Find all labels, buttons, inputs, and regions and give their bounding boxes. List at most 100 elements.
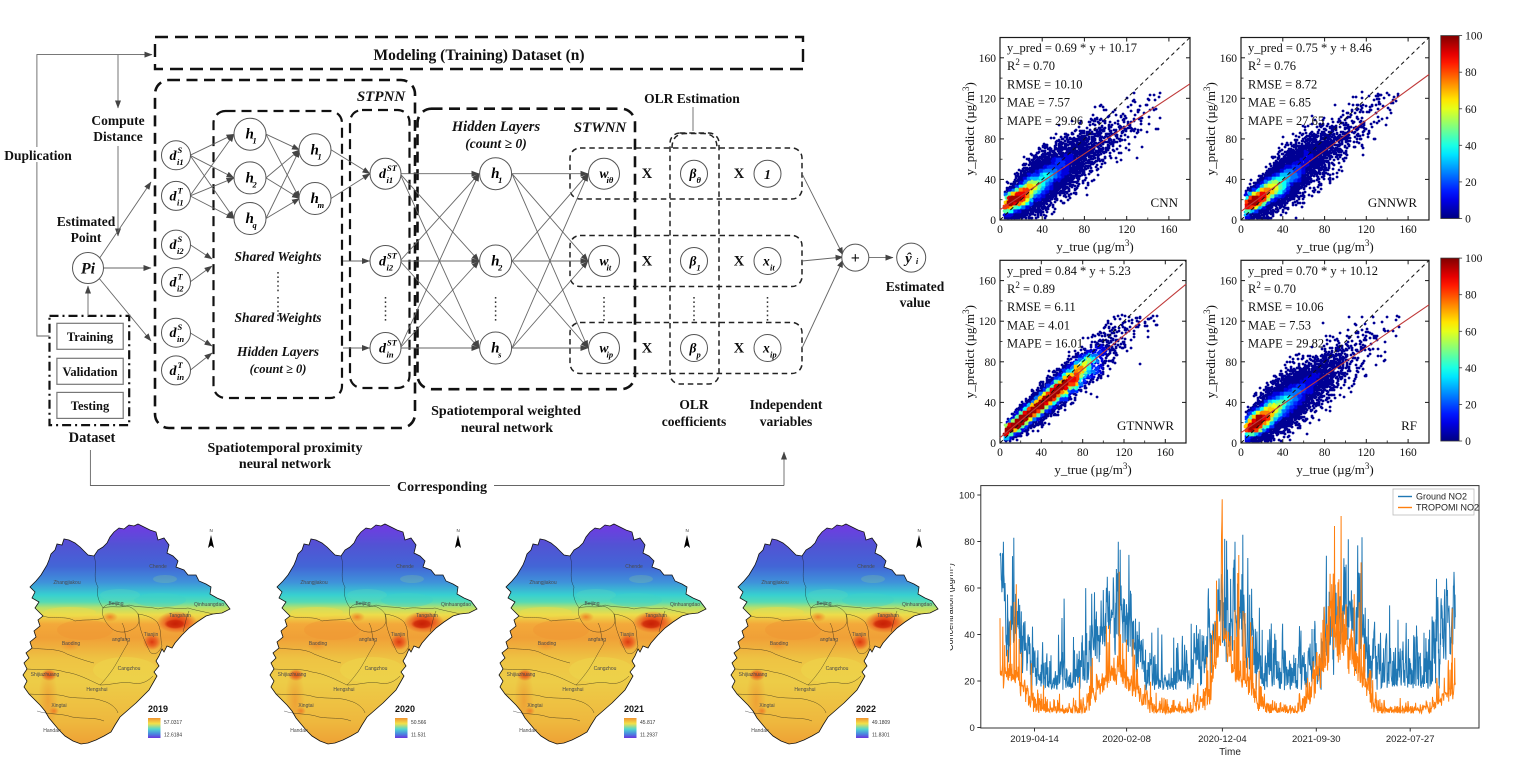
svg-text:MAE = 4.01: MAE = 4.01 [1007, 318, 1070, 332]
svg-text:Distance: Distance [93, 129, 143, 144]
svg-text:2020-12-04: 2020-12-04 [1198, 734, 1247, 745]
svg-text:variables: variables [760, 414, 813, 429]
svg-text:160: 160 [1220, 53, 1238, 65]
svg-text:40: 40 [985, 397, 997, 409]
svg-text:120: 120 [1115, 447, 1133, 459]
svg-text:d: d [170, 149, 178, 164]
svg-text:120: 120 [979, 316, 997, 328]
svg-text:R2 = 0.70: R2 = 0.70 [1248, 280, 1296, 296]
svg-text:0: 0 [1231, 215, 1237, 227]
svg-text:40: 40 [1036, 447, 1048, 459]
svg-text:Shared Weights: Shared Weights [235, 310, 322, 325]
svg-text:2020-02-08: 2020-02-08 [1102, 734, 1151, 745]
svg-text:Compute: Compute [91, 113, 144, 128]
svg-text:0: 0 [1465, 436, 1471, 448]
svg-text:40: 40 [985, 174, 997, 186]
svg-text:0: 0 [1238, 224, 1244, 236]
svg-text:X: X [734, 166, 745, 182]
svg-text:y_predict (µg/m3): y_predict (µg/m3) [1202, 82, 1218, 175]
svg-text:T: T [178, 272, 184, 282]
svg-text:S: S [178, 145, 183, 155]
svg-text:+: + [851, 250, 860, 267]
svg-text:100: 100 [1465, 253, 1483, 265]
svg-text:40: 40 [1277, 224, 1289, 236]
svg-text:40: 40 [1226, 174, 1238, 186]
svg-text:80: 80 [1079, 224, 1091, 236]
svg-text:y_pred = 0.75 * y + 8.46: y_pred = 0.75 * y + 8.46 [1248, 41, 1372, 55]
svg-text:80: 80 [1077, 447, 1089, 459]
svg-text:20: 20 [1465, 177, 1477, 189]
svg-text:it: it [770, 263, 775, 273]
svg-text:X: X [642, 341, 653, 357]
svg-text:y_true (µg/m3): y_true (µg/m3) [1054, 461, 1131, 477]
svg-text:X: X [642, 254, 653, 270]
svg-text:MAPE = 29.96: MAPE = 29.96 [1007, 114, 1083, 128]
svg-text:1: 1 [318, 151, 322, 161]
svg-text:120: 120 [1220, 316, 1238, 328]
svg-text:Validation: Validation [62, 365, 117, 379]
svg-text:S: S [178, 322, 183, 332]
svg-text:X: X [734, 254, 745, 270]
svg-text:s: s [497, 350, 502, 360]
svg-text:Hidden Layers: Hidden Layers [236, 344, 319, 359]
svg-text:d: d [170, 276, 178, 291]
svg-text:MAE = 6.85: MAE = 6.85 [1248, 96, 1311, 110]
svg-text:ST: ST [387, 338, 398, 348]
svg-text:80: 80 [985, 357, 997, 369]
svg-text:in: in [387, 350, 394, 360]
svg-text:h: h [246, 170, 254, 186]
svg-text:GNNWR: GNNWR [1368, 195, 1417, 210]
svg-text:100: 100 [1465, 31, 1483, 43]
svg-text:RMSE = 10.10: RMSE = 10.10 [1007, 77, 1082, 91]
svg-text:80: 80 [1226, 357, 1238, 369]
svg-text:value: value [900, 295, 931, 310]
svg-text:50.566: 50.566 [411, 720, 427, 726]
svg-text:Pi: Pi [80, 261, 96, 278]
svg-text:β: β [689, 166, 697, 181]
svg-text:X: X [734, 341, 745, 357]
svg-text:iθ: iθ [607, 175, 614, 185]
svg-text:R2 = 0.76: R2 = 0.76 [1248, 57, 1296, 73]
svg-text:160: 160 [1160, 224, 1178, 236]
svg-text:11.531: 11.531 [411, 733, 426, 739]
svg-text:160: 160 [1399, 224, 1417, 236]
svg-text:STPNN: STPNN [357, 89, 407, 105]
svg-text:Estimated: Estimated [57, 214, 116, 229]
svg-text:θ: θ [697, 175, 702, 185]
svg-text:Ground NO2: Ground NO2 [1416, 492, 1467, 502]
svg-text:Hidden Layers: Hidden Layers [451, 119, 541, 135]
svg-text:1: 1 [498, 175, 502, 185]
svg-text:CNN: CNN [1151, 195, 1179, 210]
svg-text:0: 0 [990, 438, 996, 450]
svg-text:Shared Weights: Shared Weights [235, 249, 322, 264]
svg-text:i1: i1 [177, 157, 184, 167]
svg-text:40: 40 [1226, 397, 1238, 409]
svg-text:120: 120 [1358, 224, 1376, 236]
svg-text:40: 40 [1277, 447, 1289, 459]
svg-text:h: h [491, 341, 499, 357]
svg-text:Training: Training [67, 330, 114, 344]
svg-text:0: 0 [970, 723, 975, 734]
svg-text:1: 1 [697, 263, 701, 273]
svg-text:80: 80 [1319, 447, 1331, 459]
svg-text:40: 40 [1465, 140, 1477, 152]
svg-text:d: d [379, 167, 387, 182]
svg-text:STWNN: STWNN [574, 120, 628, 136]
svg-text:120: 120 [1220, 93, 1238, 105]
svg-text:w: w [600, 341, 610, 356]
svg-text:x: x [762, 341, 770, 356]
svg-text:ST: ST [387, 163, 398, 173]
svg-text:160: 160 [1220, 276, 1238, 288]
svg-text:y_true (µg/m3): y_true (µg/m3) [1056, 238, 1133, 254]
svg-text:Spatiotemporal weighted: Spatiotemporal weighted [431, 404, 581, 419]
svg-text:q: q [253, 220, 258, 230]
svg-text:160: 160 [1399, 447, 1417, 459]
svg-text:y_predict (µg/m3): y_predict (µg/m3) [1202, 305, 1218, 398]
svg-text:2022: 2022 [856, 704, 876, 714]
svg-text:i1: i1 [177, 197, 184, 207]
svg-text:TROPOMI NO2: TROPOMI NO2 [1416, 503, 1479, 513]
svg-text:ip: ip [770, 350, 777, 360]
svg-text:y_predict (µg/m3): y_predict (µg/m3) [961, 305, 977, 398]
svg-text:h: h [246, 211, 254, 227]
svg-text:i: i [916, 256, 919, 266]
